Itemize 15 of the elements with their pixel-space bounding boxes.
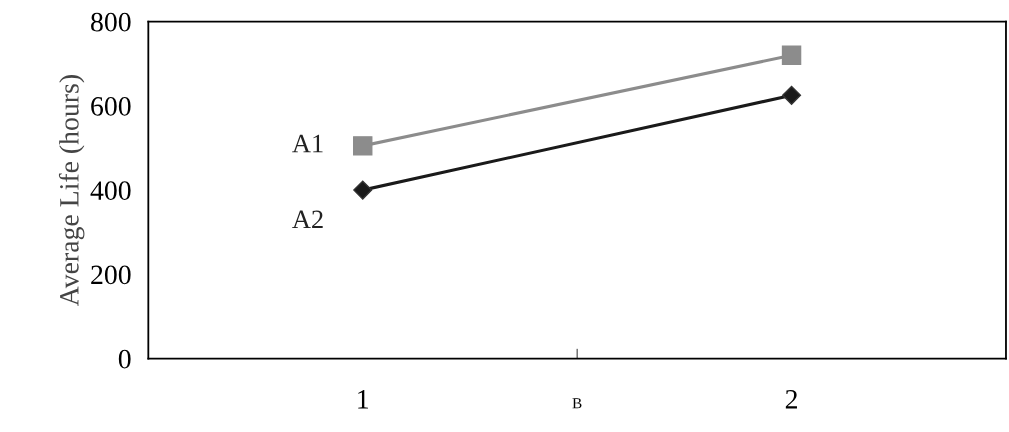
y-axis-title: Average Life (hours): [58, 75, 85, 307]
y-tick-label: 400: [90, 181, 131, 200]
point: [781, 45, 802, 66]
x-axis-title: B: [572, 398, 582, 409]
x-tick-label: 2: [785, 390, 797, 409]
point: [782, 85, 802, 105]
series-label: A2: [292, 210, 323, 229]
point: [353, 136, 373, 156]
series-label: A1: [292, 134, 323, 153]
y-tick-label: 600: [91, 97, 131, 116]
point: [353, 180, 373, 200]
y-tick-label: 800: [91, 12, 131, 32]
y-tick-label: 0: [118, 349, 131, 369]
x-tick-label: 1: [358, 390, 369, 409]
y-tick-label: 200: [91, 265, 131, 285]
